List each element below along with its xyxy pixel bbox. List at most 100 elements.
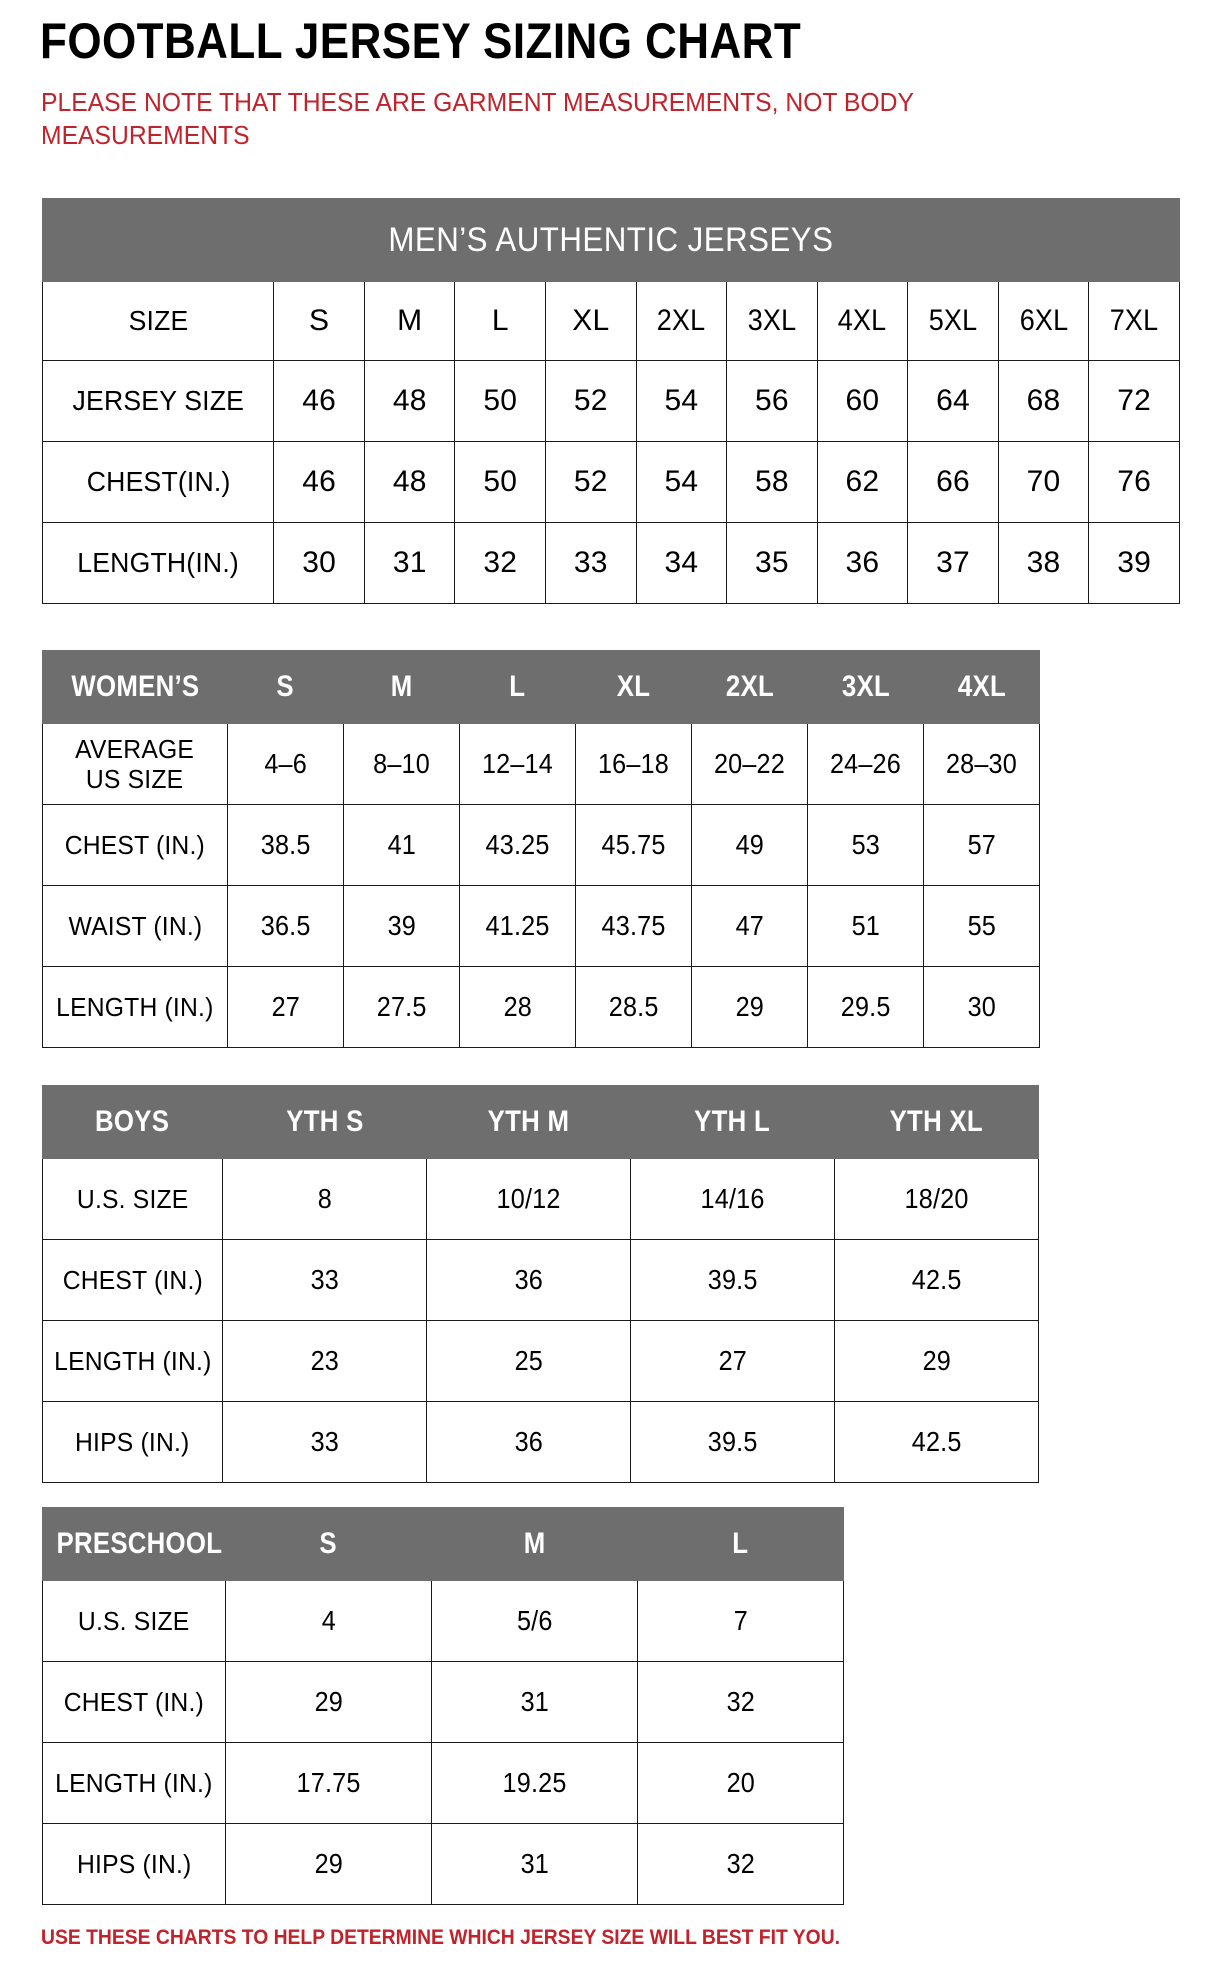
boys-row-label-cell: CHEST (IN.) <box>42 1239 223 1321</box>
cell-value: 33 <box>310 1264 339 1295</box>
mens-row-label-cell: CHEST(IN.) <box>41 441 275 523</box>
table-cell: 36 <box>426 1401 631 1483</box>
cell-value: 42.5 <box>911 1264 962 1295</box>
cell-value: 50 <box>483 465 518 498</box>
cell-value: 28–30 <box>946 748 1017 779</box>
table-row: LENGTH (IN.) 23 25 27 29 <box>42 1320 1039 1402</box>
cell-value: 41.25 <box>485 910 550 941</box>
mens-banner-cell: MEN’S AUTHENTIC JERSEYS <box>42 198 1180 282</box>
table-cell: 29 <box>225 1823 432 1905</box>
mens-col-header: 7XL <box>1088 281 1180 361</box>
cell-value: 47 <box>735 910 764 941</box>
mens-banner-row: MEN’S AUTHENTIC JERSEYS <box>42 198 1180 282</box>
table-cell: 35 <box>726 522 818 604</box>
table-cell: 52 <box>545 360 637 442</box>
table-cell: 33 <box>545 522 637 604</box>
table-cell: 24–26 <box>807 723 924 805</box>
table-cell: 48 <box>363 360 456 442</box>
womens-row-label: AVERAGE US SIZE <box>76 734 195 794</box>
table-cell: 36 <box>426 1239 631 1321</box>
cell-value: 76 <box>1117 465 1152 498</box>
table-row: AVERAGE US SIZE 4–6 8–10 12–14 16–18 20–… <box>42 723 1040 805</box>
cell-value: 41 <box>387 829 416 860</box>
mens-row-label-cell: LENGTH(IN.) <box>41 522 275 604</box>
table-cell: 31 <box>431 1661 638 1743</box>
cell-value: 28.5 <box>608 991 659 1022</box>
mens-header-row: SIZE S M L XL 2XL 3XL 4XL 5XL 6XL 7XL <box>41 281 1180 361</box>
mens-col-label: 6XL <box>1019 304 1068 337</box>
table-row: U.S. SIZE 8 10/12 14/16 18/20 <box>42 1158 1039 1240</box>
table-cell: 36.5 <box>227 885 344 967</box>
table-cell: 25 <box>426 1320 631 1402</box>
boys-col-label: YTH S <box>285 1105 364 1138</box>
mens-col-header: L <box>454 281 547 361</box>
table-cell: 66 <box>907 441 999 523</box>
table-cell: 33 <box>222 1401 427 1483</box>
boys-row-label: U.S. SIZE <box>76 1183 189 1214</box>
preschool-row-label: HIPS (IN.) <box>76 1848 192 1879</box>
cell-value: 51 <box>851 910 880 941</box>
cell-value: 12–14 <box>482 748 553 779</box>
cell-value: 10/12 <box>496 1183 561 1214</box>
boys-row-label: LENGTH (IN.) <box>53 1345 212 1376</box>
table-cell: 31 <box>431 1823 638 1905</box>
table-cell: 19.25 <box>431 1742 638 1824</box>
table-cell: 72 <box>1088 360 1180 442</box>
cell-value: 56 <box>755 384 789 417</box>
womens-col-label: M <box>390 670 413 703</box>
womens-row-label: LENGTH (IN.) <box>56 991 214 1022</box>
cell-value: 23 <box>310 1345 339 1376</box>
mens-col-header: M <box>363 281 456 361</box>
table-cell: 42.5 <box>834 1239 1039 1321</box>
table-cell: 23 <box>222 1320 427 1402</box>
cell-value: 49 <box>735 829 764 860</box>
preschool-header-row: PRESCHOOL S M L <box>42 1507 844 1581</box>
cell-value: 29 <box>735 991 764 1022</box>
table-cell: 18/20 <box>834 1158 1039 1240</box>
table-row: LENGTH(IN.) 30 31 32 33 34 35 36 37 38 3… <box>41 522 1180 604</box>
womens-sizing-table: WOMEN’S S M L XL 2XL 3XL 4XL AVERAGE US … <box>42 650 1040 1048</box>
womens-col-label: WOMEN’S <box>71 670 199 703</box>
table-cell: 39 <box>343 885 460 967</box>
table-cell: 8 <box>222 1158 427 1240</box>
preschool-row-label: CHEST (IN.) <box>63 1686 205 1717</box>
cell-value: 34 <box>664 546 699 579</box>
cell-value: 14/16 <box>700 1183 765 1214</box>
table-cell: 27 <box>630 1320 835 1402</box>
cell-value: 7 <box>733 1605 748 1636</box>
boys-col-header: BOYS <box>42 1085 223 1159</box>
cell-value: 58 <box>755 465 789 498</box>
table-cell: 52 <box>545 441 637 523</box>
garment-measurement-note: PLEASE NOTE THAT THESE ARE GARMENT MEASU… <box>41 87 914 150</box>
cell-value: 36 <box>845 546 880 579</box>
mens-col-header: S <box>273 281 365 361</box>
table-cell: 29 <box>834 1320 1039 1402</box>
cell-value: 27.5 <box>376 991 427 1022</box>
womens-row-label: WAIST (IN.) <box>68 910 202 941</box>
table-cell: 57 <box>923 804 1040 886</box>
cell-value: 32 <box>483 546 518 579</box>
womens-row-label-line2: US SIZE <box>86 764 184 794</box>
cell-value: 54 <box>664 384 699 417</box>
boys-row-label-cell: LENGTH (IN.) <box>42 1320 223 1402</box>
mens-banner-label: MEN’S AUTHENTIC JERSEYS <box>388 220 834 259</box>
mens-col-label: 3XL <box>747 304 797 337</box>
table-cell: 31 <box>363 522 456 604</box>
table-cell: 30 <box>273 522 365 604</box>
table-cell: 32 <box>637 1661 844 1743</box>
cell-value: 24–26 <box>830 748 901 779</box>
cell-value: 52 <box>573 384 608 417</box>
preschool-sizing-table: PRESCHOOL S M L U.S. SIZE 4 5/6 7 CHEST … <box>42 1507 844 1905</box>
womens-col-label: 4XL <box>957 670 1006 703</box>
preschool-row-label-cell: U.S. SIZE <box>42 1580 226 1662</box>
cell-value: 27 <box>718 1345 747 1376</box>
womens-col-label: 3XL <box>841 670 890 703</box>
womens-row-label-cell: WAIST (IN.) <box>42 885 228 967</box>
cell-value: 5/6 <box>516 1605 553 1636</box>
preschool-col-label: M <box>523 1527 546 1560</box>
cell-value: 39 <box>387 910 416 941</box>
table-cell: 36 <box>816 522 909 604</box>
cell-value: 50 <box>483 384 518 417</box>
preschool-col-label: S <box>319 1527 338 1560</box>
boys-col-header: YTH L <box>630 1085 835 1159</box>
